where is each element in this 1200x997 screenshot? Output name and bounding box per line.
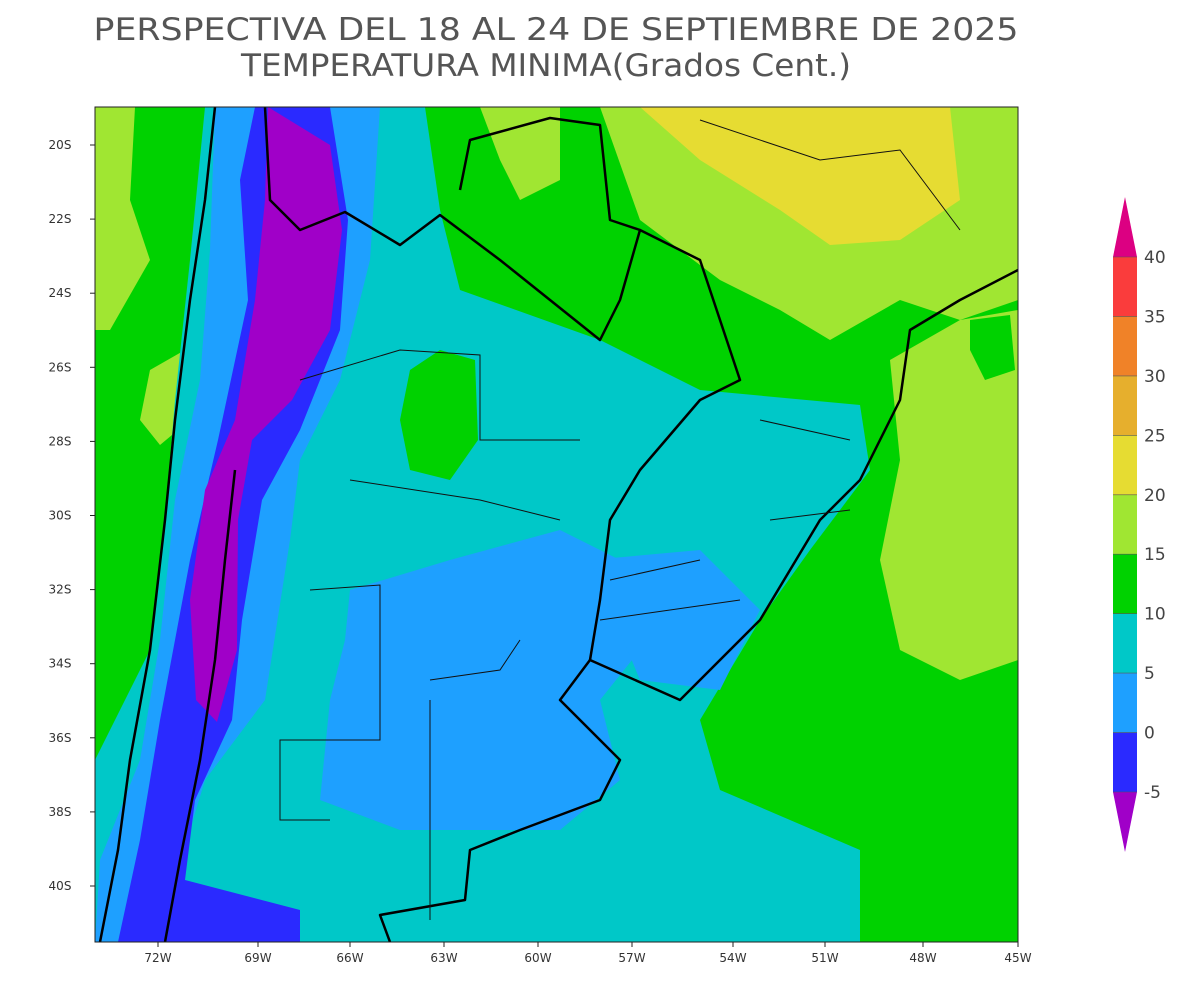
colorbar-label: 40 <box>1144 248 1166 268</box>
lat-label: 40S <box>49 879 72 893</box>
lon-label: 51W <box>811 951 838 965</box>
shade <box>640 107 960 245</box>
colorbar-label: 20 <box>1144 486 1166 506</box>
colorbar-segment <box>1113 613 1137 674</box>
lon-label: 60W <box>524 951 551 965</box>
province-line <box>279 119 961 920</box>
colorbar-segment <box>1113 257 1137 317</box>
lat-label: 36S <box>49 731 72 745</box>
colorbar-label: 30 <box>1144 367 1166 387</box>
lon-label: 72W <box>144 951 171 965</box>
shade <box>480 107 560 200</box>
colorbar-segment <box>1113 732 1137 792</box>
border <box>458 116 641 232</box>
lat-label: 34S <box>49 657 72 671</box>
lon-label: 57W <box>618 951 645 965</box>
lat-label: 38S <box>49 805 72 819</box>
lat-label: 28S <box>49 434 72 448</box>
lon-label: 54W <box>719 951 746 965</box>
lon-axis: 72W 69W 66W 63W 60W 57W 54W 51W 48W 45W <box>144 942 1032 965</box>
lat-label: 24S <box>49 286 72 300</box>
shade <box>320 530 640 830</box>
colorbar-segment <box>1113 792 1137 852</box>
colorbar-label: -5 <box>1144 783 1161 803</box>
border <box>163 469 237 942</box>
map-field <box>95 107 1018 942</box>
lon-label: 63W <box>430 951 457 965</box>
colorbar-segment <box>1113 197 1137 257</box>
lat-label: 30S <box>49 509 72 523</box>
lat-label: 26S <box>49 360 72 374</box>
colorbar-segment <box>1113 316 1137 376</box>
shade <box>400 350 478 480</box>
lat-label: 32S <box>49 583 72 597</box>
lon-label: 48W <box>909 951 936 965</box>
map-subtitle: TEMPERATURA MINIMA(Grados Cent.) <box>240 48 851 84</box>
coastline <box>98 107 217 942</box>
colorbar-label: 15 <box>1144 545 1166 565</box>
shade <box>190 107 342 722</box>
colorbar-label: 35 <box>1144 307 1166 327</box>
colorbar-label: 10 <box>1144 605 1166 625</box>
colorbar-segment <box>1113 435 1137 495</box>
lat-axis: 20S 22S 24S 26S 28S 30S 32S 34S 36S 38S 40S <box>49 138 95 893</box>
colorbar-segment <box>1113 375 1137 436</box>
colorbar-label: 0 <box>1144 724 1155 744</box>
lat-label: 20S <box>49 138 72 152</box>
colorbar-segment <box>1113 494 1137 555</box>
colorbar-label: 25 <box>1144 426 1166 446</box>
shade <box>970 315 1015 380</box>
shade <box>880 310 1018 680</box>
colorbar: -5 0 5 10 15 20 25 30 35 40 <box>1113 197 1166 852</box>
border <box>263 107 1018 702</box>
lon-label: 66W <box>336 951 363 965</box>
shade <box>95 107 150 330</box>
colorbar-label: 5 <box>1144 664 1155 684</box>
map-frame <box>94 106 1019 943</box>
lat-label: 22S <box>49 212 72 226</box>
map-title: PERSPECTIVA DEL 18 AL 24 DE SEPTIEMBRE D… <box>94 12 1019 48</box>
lon-label: 45W <box>1004 951 1031 965</box>
coastline <box>378 659 622 942</box>
shade <box>590 550 760 690</box>
colorbar-segment <box>1113 673 1137 733</box>
lon-label: 69W <box>244 951 271 965</box>
colorbar-segment <box>1113 554 1137 614</box>
